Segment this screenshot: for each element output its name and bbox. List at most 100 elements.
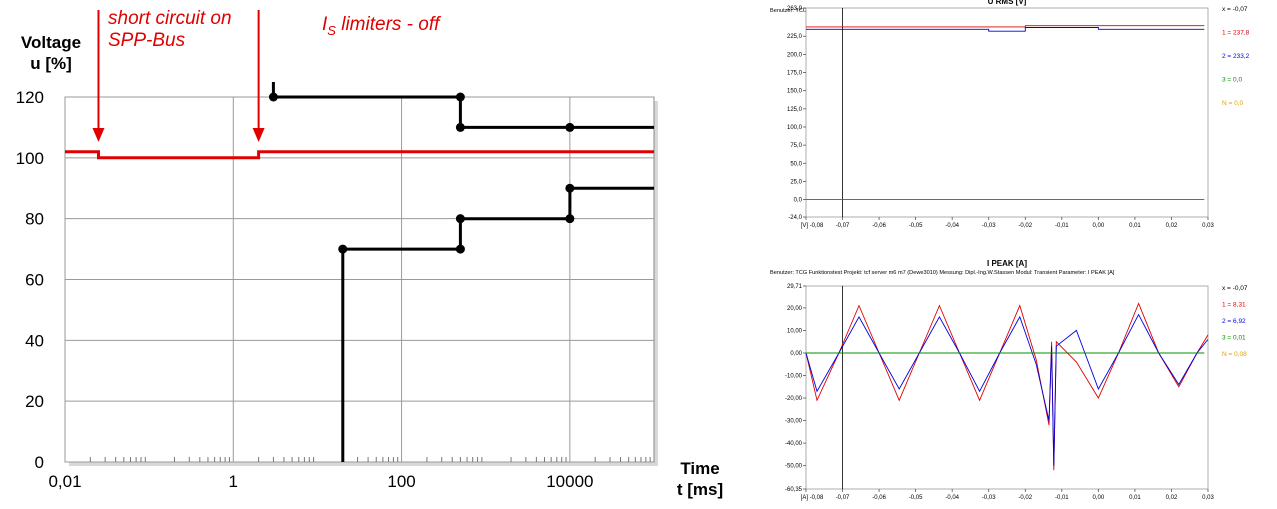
chart-title: I PEAK [A] <box>987 259 1027 268</box>
y-tick-label: 225,0 <box>787 34 803 40</box>
x-tick-label: 0,01 <box>1129 495 1141 501</box>
x-tick-label: 0,03 <box>1202 495 1214 501</box>
y-axis-label-line2: u [%] <box>30 54 72 73</box>
y-tick-label: -60,35 <box>785 487 803 493</box>
i-peak-chart-svg: I PEAK [A] Benutzer: TCG Funktionstest Pr… <box>770 259 1248 501</box>
x-tick-label: -0,06 <box>872 223 886 229</box>
series-marker <box>268 92 278 102</box>
x-tick-label: -0,03 <box>982 495 996 501</box>
voltage-step-chart: Voltage u [%] Time t [ms] short circuit … <box>6 8 724 499</box>
x-tick-label: -0,05 <box>909 223 923 229</box>
x-tick-label: 10000 <box>546 472 593 491</box>
x-tick-label: [V] -0,08 <box>801 223 824 229</box>
y-tick-label: 200,0 <box>787 52 803 58</box>
x-tick-label: [A] -0,08 <box>801 495 824 501</box>
annotation-limiters-rest: limiters - off <box>335 14 440 35</box>
legend-entry: x = -0,07 <box>1222 285 1248 292</box>
y-tick-label: 150,0 <box>787 89 803 95</box>
plot-frame <box>805 285 1209 490</box>
x-tick-label: 0,00 <box>1093 223 1105 229</box>
arrow-short-circuit-head <box>92 128 105 142</box>
series-marker <box>565 214 575 224</box>
y-tick-label: -50,00 <box>785 464 803 470</box>
y-tick-label: 100 <box>16 149 44 168</box>
y-tick-label: 25,0 <box>790 179 802 185</box>
y-tick-label: -20,00 <box>785 396 803 402</box>
x-tick-label: -0,07 <box>836 223 850 229</box>
y-tick-label: 0 <box>35 453 44 472</box>
legend-entry: 3 = 0,01 <box>1222 335 1246 342</box>
y-tick-label: -30,00 <box>785 419 803 425</box>
u-rms-chart: U RMS [V]Benutzer: TCG Funktionstest Pro… <box>768 0 1277 240</box>
y-tick-label: 0,00 <box>790 351 802 357</box>
y-tick-label: 20,00 <box>787 306 803 312</box>
x-tick-label: -0,03 <box>982 223 996 229</box>
series-line-2 <box>806 27 1205 32</box>
legend-entry: 2 = 233,2 <box>1222 53 1250 60</box>
annotation-limiters-sub: S <box>327 22 336 38</box>
x-tick-label: -0,05 <box>909 495 923 501</box>
y-tick-label: -24,0 <box>788 215 802 221</box>
x-tick-label: 0,02 <box>1166 495 1178 501</box>
y-tick-label: 175,0 <box>787 71 803 77</box>
y-tick-label: 20 <box>25 392 44 411</box>
legend-entry: N = 0,08 <box>1222 351 1247 358</box>
legend-entry: 3 = 0,0 <box>1222 77 1242 84</box>
series-marker <box>455 122 465 132</box>
series-marker <box>455 92 465 102</box>
y-axis-label: Voltage u [%] <box>6 32 96 74</box>
x-tick-label: 0,00 <box>1093 495 1105 501</box>
y-tick-label: 0,0 <box>794 198 803 204</box>
series-marker <box>338 244 348 254</box>
x-tick-label: 100 <box>387 472 415 491</box>
y-tick-label: 80 <box>25 210 44 229</box>
plot-frame <box>805 7 1209 218</box>
y-axis-label-line1: Voltage <box>20 33 82 52</box>
y-tick-label: 263,9 <box>787 6 803 12</box>
y-tick-label: 29,71 <box>787 284 803 290</box>
x-tick-label: -0,02 <box>1018 223 1032 229</box>
annotation-short-circuit-line1: short circuit on <box>108 8 232 29</box>
annotation-short-circuit-line2: SPP-Bus <box>108 30 186 51</box>
y-tick-label: -40,00 <box>785 441 803 447</box>
y-tick-label: 10,00 <box>787 328 803 334</box>
annotation-limiters-I: I <box>322 14 328 35</box>
annotation-short-circuit: short circuit on SPP-Bus <box>108 8 308 52</box>
series-marker <box>455 244 465 254</box>
y-tick-label: 40 <box>25 331 44 350</box>
chart-title: U RMS [V] <box>988 0 1027 6</box>
x-tick-label: -0,06 <box>872 495 886 501</box>
y-tick-label: 100,0 <box>787 125 803 131</box>
x-tick-label: -0,07 <box>836 495 850 501</box>
x-axis-label-line2: t [ms] <box>676 480 724 499</box>
x-tick-label: -0,01 <box>1055 223 1069 229</box>
series-line-1 <box>65 150 654 160</box>
x-tick-label: -0,02 <box>1018 495 1032 501</box>
legend-entry: 1 = 8,31 <box>1222 302 1246 309</box>
series-marker <box>455 214 465 224</box>
legend-entry: N = 0,0 <box>1222 100 1244 107</box>
series-marker <box>565 122 575 132</box>
chart-header: Benutzer: TCG Funktionstest Projekt: tcf… <box>770 270 1115 276</box>
x-tick-label: -0,04 <box>945 495 959 501</box>
x-tick-label: -0,01 <box>1055 495 1069 501</box>
legend-entry: 1 = 237,8 <box>1222 30 1250 37</box>
series-marker <box>565 183 575 193</box>
voltage-chart-svg: 0 20 40 60 80 100 120 0,01 1 100 10000 <box>16 10 658 491</box>
annotation-limiters-off: IS limiters - off <box>322 14 522 42</box>
y-tick-label: 120 <box>16 88 44 107</box>
x-tick-label: -0,04 <box>945 223 959 229</box>
x-tick-label: 0,02 <box>1166 223 1178 229</box>
i-peak-chart: I PEAK [A] Benutzer: TCG Funktionstest Pr… <box>768 256 1277 504</box>
x-tick-label: 0,01 <box>1129 223 1141 229</box>
x-tick-label: 1 <box>229 472 238 491</box>
legend-entry: 2 = 6,92 <box>1222 318 1246 325</box>
y-tick-label: 50,0 <box>790 161 802 167</box>
x-tick-label: 0,03 <box>1202 223 1214 229</box>
y-tick-label: 75,0 <box>790 143 802 149</box>
x-axis-label-line1: Time <box>680 459 720 478</box>
y-tick-label: 125,0 <box>787 107 803 113</box>
y-tick-label: 60 <box>25 271 44 290</box>
u-rms-chart-svg: U RMS [V]Benutzer: TCG Funktionstest Pro… <box>770 0 1250 229</box>
y-tick-label: -10,00 <box>785 374 803 380</box>
